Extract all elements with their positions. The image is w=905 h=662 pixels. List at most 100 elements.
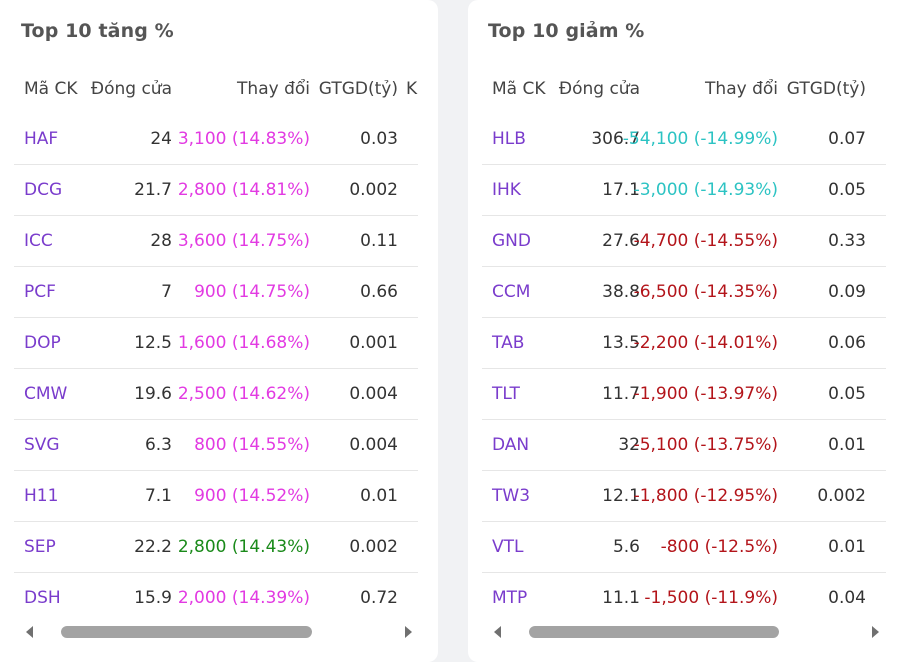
stock-symbol-link[interactable]: H11 (24, 486, 59, 506)
table-row[interactable]: GND 27.6 -4,700 (-14.55%) 0.33 (482, 216, 886, 267)
table-row[interactable]: SVG 6.3 800 (14.55%) 0.004 (14, 420, 418, 471)
table-row[interactable]: TAB 13.5 -2,200 (-14.01%) 0.06 (482, 318, 886, 369)
close-price: 24 (150, 129, 172, 149)
stock-symbol-link[interactable]: PCF (24, 282, 56, 302)
header-close[interactable]: Đóng cửa (90, 79, 172, 99)
table-row[interactable]: IHK 17.1 -3,000 (-14.93%) 0.05 (482, 165, 886, 216)
stock-symbol-link[interactable]: SEP (24, 537, 56, 557)
close-price: 11.7 (602, 384, 640, 404)
losers-horizontal-scrollbar[interactable] (488, 620, 885, 644)
stock-symbol-link[interactable]: CMW (24, 384, 68, 404)
trading-value: 0.66 (360, 282, 398, 302)
stock-symbol-link[interactable]: DCG (24, 180, 63, 200)
table-row[interactable]: SEP 22.2 2,800 (14.43%) 0.002 (14, 522, 418, 573)
close-price: 22.2 (134, 537, 172, 557)
scrollbar-track[interactable] (40, 626, 398, 638)
close-price: 7 (161, 282, 172, 302)
trading-value: 0.01 (360, 486, 398, 506)
price-change: -1,900 (-13.97%) (633, 384, 778, 404)
close-price: 38.8 (602, 282, 640, 302)
stock-symbol-link[interactable]: TLT (492, 384, 520, 404)
scroll-left-arrow-icon[interactable] (494, 626, 501, 638)
header-extra[interactable]: K (406, 79, 418, 99)
losers-table: Mã CK Đóng cửa Thay đổi GTGD(tỷ) HLB 306.… (482, 62, 886, 617)
price-change: -1,800 (-12.95%) (633, 486, 778, 506)
price-change: 800 (14.55%) (194, 435, 310, 455)
header-symbol[interactable]: Mã CK (24, 79, 78, 99)
gainers-horizontal-scrollbar[interactable] (20, 620, 418, 644)
table-row[interactable]: DOP 12.5 1,600 (14.68%) 0.001 (14, 318, 418, 369)
table-row[interactable]: DAN 32 -5,100 (-13.75%) 0.01 (482, 420, 886, 471)
trading-value: 0.04 (828, 588, 866, 608)
scrollbar-thumb[interactable] (61, 626, 312, 638)
trading-value: 0.33 (828, 231, 866, 251)
stock-symbol-link[interactable]: TAB (492, 333, 525, 353)
stock-symbol-link[interactable]: DOP (24, 333, 61, 353)
table-row[interactable]: HAF 24 3,100 (14.83%) 0.03 (14, 114, 418, 165)
scrollbar-thumb[interactable] (529, 626, 779, 638)
stock-symbol-link[interactable]: CCM (492, 282, 531, 302)
price-change: -800 (-12.5%) (660, 537, 778, 557)
table-row[interactable]: VTL 5.6 -800 (-12.5%) 0.01 (482, 522, 886, 573)
table-row[interactable]: CMW 19.6 2,500 (14.62%) 0.004 (14, 369, 418, 420)
stock-symbol-link[interactable]: TW3 (492, 486, 531, 506)
stock-symbol-link[interactable]: DSH (24, 588, 61, 608)
trading-value: 0.002 (817, 486, 866, 506)
table-row[interactable]: TW3 12.1 -1,800 (-12.95%) 0.002 (482, 471, 886, 522)
table-row[interactable]: MTP 11.1 -1,500 (-11.9%) 0.04 (482, 573, 886, 617)
price-change: -3,000 (-14.93%) (633, 180, 778, 200)
table-row[interactable]: DSH 15.9 2,000 (14.39%) 0.72 (14, 573, 418, 617)
table-row[interactable]: DCG 21.7 2,800 (14.81%) 0.002 (14, 165, 418, 216)
close-price: 5.6 (612, 537, 640, 557)
header-value[interactable]: GTGD(tỷ) (318, 79, 398, 99)
gainers-header-row: Mã CK Đóng cửa Thay đổi GTGD(tỷ) K (14, 62, 418, 114)
price-change: -54,100 (-14.99%) (622, 129, 778, 149)
table-row[interactable]: CCM 38.8 -6,500 (-14.35%) 0.09 (482, 267, 886, 318)
trading-value: 0.03 (360, 129, 398, 149)
header-value[interactable]: GTGD(tỷ) (786, 79, 866, 99)
close-price: 12.1 (602, 486, 640, 506)
trading-value: 0.01 (828, 537, 866, 557)
close-price: 13.5 (602, 333, 640, 353)
scrollbar-track[interactable] (508, 626, 865, 638)
top-gainers-card: Top 10 tăng % Mã CK Đóng cửa Thay đổi GT… (0, 0, 438, 662)
stock-symbol-link[interactable]: SVG (24, 435, 60, 455)
header-close[interactable]: Đóng cửa (558, 79, 640, 99)
table-row[interactable]: PCF 7 900 (14.75%) 0.66 (14, 267, 418, 318)
close-price: 17.1 (602, 180, 640, 200)
table-row[interactable]: TLT 11.7 -1,900 (-13.97%) 0.05 (482, 369, 886, 420)
stock-symbol-link[interactable]: VTL (492, 537, 524, 557)
trading-value: 0.05 (828, 180, 866, 200)
close-price: 306.7 (591, 129, 640, 149)
price-change: 2,000 (14.39%) (177, 588, 310, 608)
trading-value: 0.004 (349, 435, 398, 455)
trading-value: 0.11 (360, 231, 398, 251)
close-price: 7.1 (144, 486, 172, 506)
gainers-table: Mã CK Đóng cửa Thay đổi GTGD(tỷ) K HAF 24… (14, 62, 418, 617)
trading-value: 0.004 (349, 384, 398, 404)
header-change[interactable]: Thay đổi (237, 79, 310, 99)
close-price: 21.7 (134, 180, 172, 200)
trading-value: 0.002 (349, 537, 398, 557)
stock-symbol-link[interactable]: ICC (24, 231, 53, 251)
stock-symbol-link[interactable]: IHK (492, 180, 521, 200)
trading-value: 0.06 (828, 333, 866, 353)
table-row[interactable]: HLB 306.7 -54,100 (-14.99%) 0.07 (482, 114, 886, 165)
scroll-right-arrow-icon[interactable] (405, 626, 412, 638)
price-change: 2,800 (14.81%) (177, 180, 310, 200)
stock-symbol-link[interactable]: HAF (24, 129, 59, 149)
header-symbol[interactable]: Mã CK (492, 79, 546, 99)
stock-symbol-link[interactable]: HLB (492, 129, 526, 149)
price-change: -5,100 (-13.75%) (633, 435, 778, 455)
table-row[interactable]: ICC 28 3,600 (14.75%) 0.11 (14, 216, 418, 267)
trading-value: 0.05 (828, 384, 866, 404)
trading-value: 0.001 (349, 333, 398, 353)
stock-symbol-link[interactable]: GND (492, 231, 531, 251)
stock-symbol-link[interactable]: MTP (492, 588, 528, 608)
stock-symbol-link[interactable]: DAN (492, 435, 530, 455)
scroll-left-arrow-icon[interactable] (26, 626, 33, 638)
header-change[interactable]: Thay đổi (705, 79, 778, 99)
close-price: 19.6 (134, 384, 172, 404)
table-row[interactable]: H11 7.1 900 (14.52%) 0.01 (14, 471, 418, 522)
scroll-right-arrow-icon[interactable] (872, 626, 879, 638)
